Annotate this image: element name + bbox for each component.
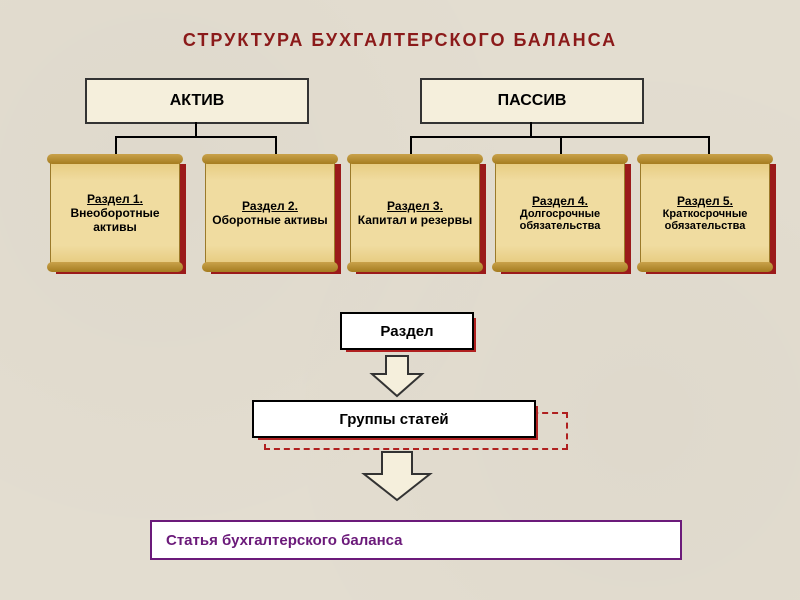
header-passiv: ПАССИВ xyxy=(420,78,644,124)
section-5-sub: Краткосрочные обязательства xyxy=(647,208,763,232)
step2-box: Группы статей xyxy=(252,400,536,438)
final-box: Статья бухгалтерского баланса xyxy=(150,520,682,560)
section-4: Раздел 4. Долгосрочные обязательства xyxy=(495,158,625,268)
section-4-sub: Долгосрочные обязательства xyxy=(502,208,618,232)
section-5: Раздел 5. Краткосрочные обязательства xyxy=(640,158,770,268)
conn xyxy=(275,136,277,154)
arrow-down-1 xyxy=(368,352,426,400)
section-4-title: Раздел 4. xyxy=(532,194,588,208)
conn xyxy=(115,136,117,154)
section-3-sub: Капитал и резервы xyxy=(358,213,472,227)
section-5-title: Раздел 5. xyxy=(677,194,733,208)
conn xyxy=(530,122,532,136)
conn xyxy=(560,136,562,154)
arrow-down-2 xyxy=(358,448,436,504)
conn xyxy=(410,136,412,154)
section-1-title: Раздел 1. xyxy=(87,192,143,206)
header-aktiv: АКТИВ xyxy=(85,78,309,124)
section-2: Раздел 2. Оборотные активы xyxy=(205,158,335,268)
section-2-title: Раздел 2. xyxy=(242,199,298,213)
conn xyxy=(195,122,197,136)
step1-box: Раздел xyxy=(340,312,474,350)
section-3-title: Раздел 3. xyxy=(387,199,443,213)
section-2-sub: Оборотные активы xyxy=(212,213,327,227)
conn xyxy=(708,136,710,154)
section-1: Раздел 1. Внеоборотные активы xyxy=(50,158,180,268)
section-3: Раздел 3. Капитал и резервы xyxy=(350,158,480,268)
section-1-sub: Внеоборотные активы xyxy=(57,206,173,234)
conn xyxy=(115,136,277,138)
page-title: СТРУКТУРА БУХГАЛТЕРСКОГО БАЛАНСА xyxy=(0,30,800,51)
